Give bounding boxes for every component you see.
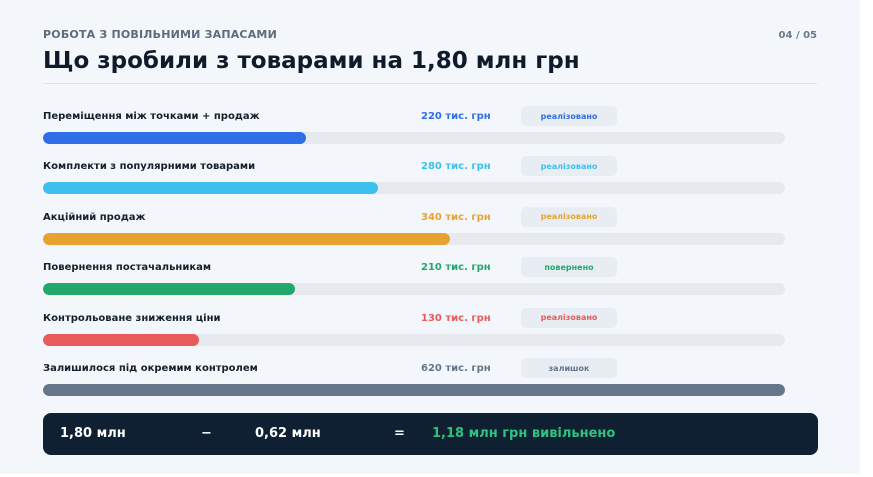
- row-label: Залишилося під окремим контролем: [43, 363, 258, 374]
- summary-minus-sign: −: [201, 426, 212, 441]
- section-kicker: РОБОТА З ПОВІЛЬНИМИ ЗАПАСАМИ: [43, 28, 277, 41]
- status-badge: повернено: [521, 257, 617, 278]
- progress-track: [43, 232, 785, 245]
- progress-track: [43, 384, 785, 396]
- row-label: Повернення постачальникам: [43, 262, 212, 274]
- progress-fill: [43, 232, 450, 245]
- summary-bar: 1,80 млн − 0,62 млн = 1,18 млн грн вивіл…: [43, 413, 818, 455]
- summary-equals-sign: =: [394, 426, 405, 441]
- progress-track: [43, 132, 785, 144]
- summary-remaining: 0,62 млн: [255, 426, 321, 441]
- row-label: Акційний продаж: [43, 211, 146, 223]
- progress-track: [43, 333, 785, 346]
- row-value: 620 тис. грн: [421, 363, 491, 374]
- status-badge: реалізовано: [521, 206, 617, 227]
- row-value: 130 тис. грн: [421, 312, 491, 324]
- status-badge: реалізовано: [521, 106, 617, 126]
- page-number: 04 / 05: [778, 30, 817, 41]
- row-label: Переміщення між точками + продаж: [43, 111, 260, 122]
- progress-row: Повернення постачальникам 210 тис. грн пов…: [43, 257, 785, 305]
- summary-total: 1,80 млн: [60, 426, 126, 441]
- progress-fill: [43, 333, 199, 346]
- progress-fill: [43, 384, 785, 396]
- progress-row: Переміщення між точками + продаж 220 тис.…: [43, 106, 785, 154]
- progress-row: Контрольоване зниження ціни 130 тис. грн р…: [43, 307, 785, 356]
- row-label: Комплекти з популярними товарами: [43, 161, 256, 173]
- progress-track: [43, 182, 785, 195]
- row-value: 280 тис. грн: [421, 161, 491, 173]
- progress-track: [43, 283, 785, 296]
- row-label: Контрольоване зниження ціни: [43, 312, 221, 324]
- progress-row: Комплекти з популярними товарами 280 тис.…: [43, 156, 785, 204]
- row-value: 340 тис. грн: [421, 211, 491, 223]
- status-badge: реалізовано: [521, 156, 617, 177]
- slide: РОБОТА З ПОВІЛЬНИМИ ЗАПАСАМИ 04 / 05 Що …: [0, 0, 860, 474]
- progress-fill: [43, 283, 295, 296]
- progress-fill: [43, 182, 379, 195]
- status-badge: залишок: [521, 358, 617, 378]
- progress-fill: [43, 132, 307, 144]
- row-value: 210 тис. грн: [421, 262, 491, 274]
- page-title: Що зробили з товарами на 1,80 млн грн: [43, 48, 580, 74]
- progress-row: Акційний продаж 340 тис. грн реалізовано: [43, 206, 785, 255]
- progress-row: Залишилося під окремим контролем 620 тис.…: [43, 358, 785, 406]
- row-value: 220 тис. грн: [421, 111, 491, 122]
- header-divider: [43, 83, 817, 84]
- status-badge: реалізовано: [521, 307, 617, 328]
- summary-result: 1,18 млн грн вивільнено: [432, 426, 616, 441]
